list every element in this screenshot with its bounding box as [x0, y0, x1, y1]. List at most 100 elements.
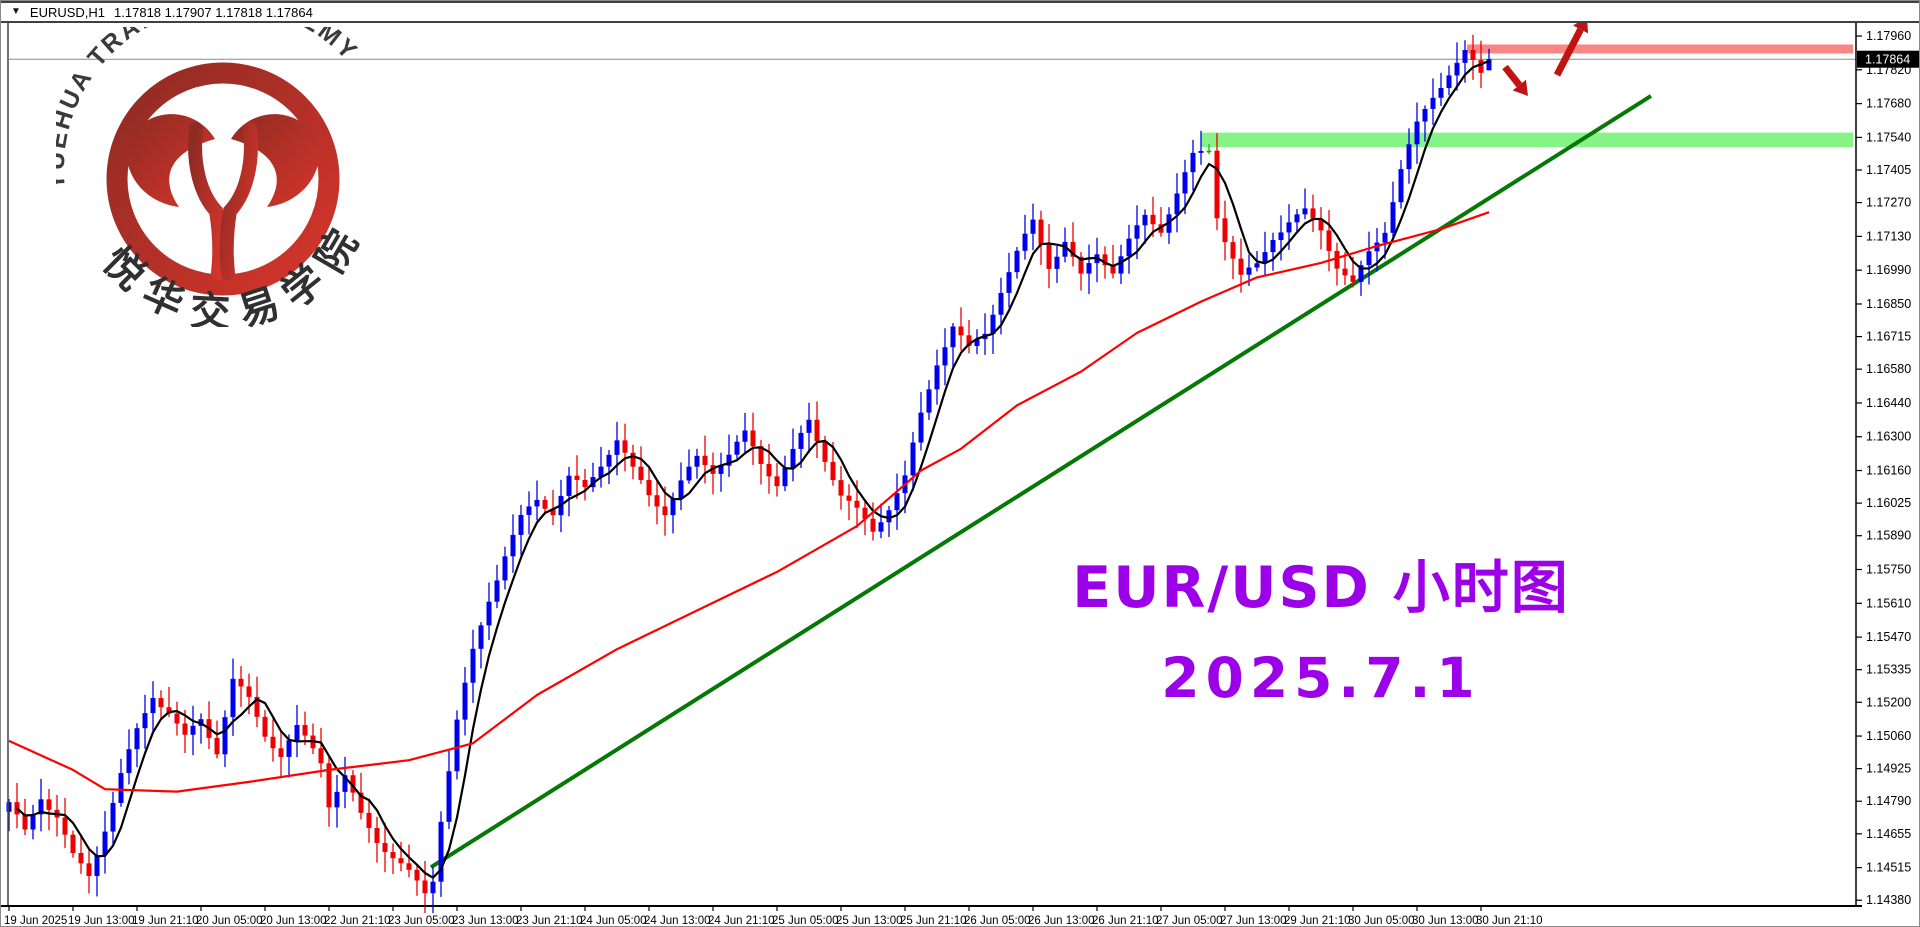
candle — [1150, 196, 1156, 237]
time-tick-label: 22 Jun 21:10 — [324, 915, 391, 927]
candle-body — [854, 500, 860, 508]
price-tick-label: 1.16440 — [1866, 396, 1911, 410]
candle — [974, 329, 980, 355]
price-tick-label: 1.14655 — [1866, 827, 1911, 841]
candle — [566, 466, 572, 517]
candle — [1470, 34, 1476, 80]
candle-body — [134, 728, 140, 750]
candle-body — [1014, 250, 1020, 273]
candle-body — [1182, 172, 1188, 194]
candle-body — [766, 463, 772, 477]
candle — [438, 811, 444, 897]
trendline[interactable] — [429, 94, 1653, 869]
candle — [838, 466, 844, 510]
time-tick-label: 19 Jun 2025 — [4, 915, 67, 927]
price-tick-label: 1.17270 — [1866, 196, 1911, 210]
candle-body — [1150, 214, 1156, 225]
candle-body — [1302, 208, 1308, 215]
candle-body — [1262, 252, 1268, 264]
candle-body — [942, 347, 948, 366]
chart-annotation-text[interactable]: EUR/USD 小时图 2025.7.1 — [1001, 543, 1641, 723]
candle-body — [1046, 244, 1052, 269]
candle-body — [838, 480, 844, 496]
candle — [214, 720, 220, 759]
time-tick-label: 19 Jun 13:00 — [68, 915, 135, 927]
candle — [1430, 78, 1436, 125]
candle — [782, 455, 788, 492]
brand-logo: YUEHUA TRADING ACADEMY 悦华交易学院 — [56, 27, 361, 327]
candle-body — [478, 625, 484, 649]
candle-body — [342, 775, 348, 792]
price-tick-label: 1.17680 — [1866, 97, 1911, 111]
candle — [694, 448, 700, 479]
support-zone[interactable] — [1201, 132, 1853, 148]
candle-body — [1462, 50, 1468, 63]
candle — [406, 844, 412, 878]
symbol-dropdown-icon[interactable]: ▼ — [11, 6, 21, 17]
candle-body — [870, 518, 876, 532]
candle — [1014, 247, 1020, 279]
symbol-period-label: EURUSD,H1 — [29, 4, 106, 20]
candle — [342, 756, 348, 809]
down-arrow[interactable] — [1502, 64, 1528, 96]
ma-black-line — [16, 59, 1490, 879]
candle — [1454, 42, 1460, 91]
candle-body — [1342, 268, 1348, 276]
candle — [646, 468, 652, 507]
candle — [1006, 252, 1012, 308]
time-tick-label: 25 Jun 05:00 — [772, 915, 839, 927]
candle — [302, 711, 308, 746]
candle — [1158, 207, 1164, 237]
candle-body — [1006, 272, 1012, 293]
candle-body — [790, 448, 796, 468]
candle-body — [1022, 233, 1028, 251]
candle-body — [1238, 258, 1244, 275]
candle-body — [334, 791, 340, 808]
candle-body — [718, 465, 724, 474]
candle — [398, 841, 404, 872]
ma-red-line — [8, 211, 1490, 793]
price-tick-label: 1.17130 — [1866, 229, 1911, 243]
candle-body — [734, 441, 740, 455]
logo-ring — [106, 62, 340, 296]
candle — [606, 450, 612, 485]
candle-body — [934, 365, 940, 390]
price-tick-label: 1.15200 — [1866, 695, 1911, 709]
candle-body — [926, 389, 932, 413]
candle-body — [126, 749, 132, 774]
resistance-zone[interactable] — [1467, 44, 1853, 54]
time-tick-label: 23 Jun 05:00 — [388, 915, 455, 927]
candle — [510, 514, 516, 573]
candle-body — [1190, 152, 1196, 173]
candle-body — [886, 510, 892, 523]
candle-body — [1038, 219, 1044, 245]
candle-body — [294, 725, 300, 741]
candle-body — [510, 534, 516, 557]
candle-body — [846, 495, 852, 501]
candle-body — [1062, 241, 1068, 257]
candle — [1046, 224, 1052, 289]
candle-body — [526, 506, 532, 515]
price-tick-label: 1.16580 — [1866, 362, 1911, 376]
candle — [678, 462, 684, 511]
candle — [1366, 231, 1372, 285]
candle — [318, 727, 324, 778]
candle — [110, 791, 116, 845]
candle-body — [1278, 232, 1284, 241]
candle-body — [1158, 224, 1164, 233]
annotation-date: 2025.7.1 — [1161, 646, 1481, 710]
candle — [478, 622, 484, 669]
price-tick-label: 1.15610 — [1866, 596, 1911, 610]
price-tick-label: 1.17540 — [1866, 130, 1911, 144]
candle — [1318, 207, 1324, 250]
candle — [1126, 224, 1132, 274]
candle — [1278, 215, 1284, 261]
candle-body — [158, 698, 164, 708]
price-tick-label: 1.15470 — [1866, 630, 1911, 644]
candle — [734, 435, 740, 459]
time-tick-label: 23 Jun 21:10 — [516, 915, 583, 927]
candle — [1222, 200, 1228, 261]
candle — [78, 834, 84, 874]
candle — [174, 701, 180, 736]
